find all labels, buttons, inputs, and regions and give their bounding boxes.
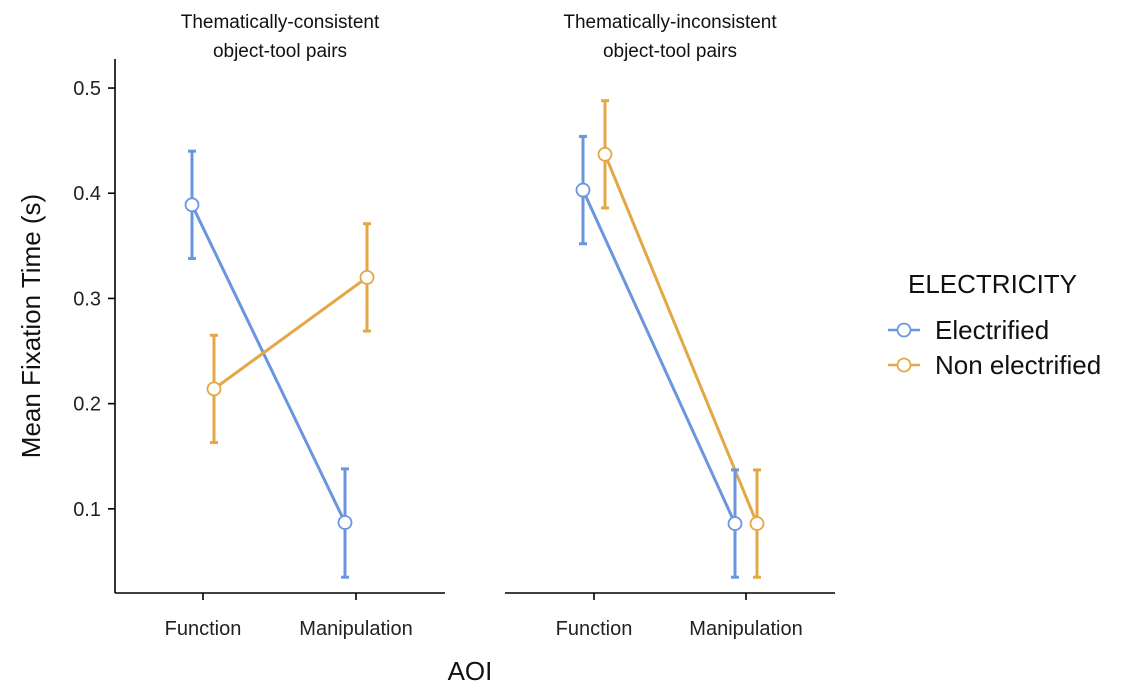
x-axis-title: AOI <box>448 656 493 686</box>
series-line <box>190 204 347 524</box>
panel-marks: Function Manipulation <box>505 99 835 640</box>
x-tick-label: Function <box>165 618 242 640</box>
legend-item: Non electrified <box>888 350 1101 380</box>
x-tick-label: Manipulation <box>299 618 412 640</box>
y-tick-label: 0.4 <box>73 183 101 205</box>
legend-key-point <box>896 322 912 338</box>
data-point <box>727 516 743 531</box>
data-point <box>359 269 375 285</box>
data-point <box>597 146 613 162</box>
legend-label: Electrified <box>935 315 1049 345</box>
series-line <box>581 189 737 525</box>
series-line <box>213 276 368 391</box>
panel-title-line-1: Thematically-inconsistent <box>563 12 777 33</box>
legend: ELECTRICITY Electrified Non electrified <box>888 269 1101 380</box>
legend-items: Electrified Non electrified <box>888 315 1101 380</box>
y-tick-label: 0.1 <box>73 499 101 521</box>
panel-title-line-2: object-tool pairs <box>213 41 347 62</box>
y-axis-title: Mean Fixation Time (s) <box>16 194 46 458</box>
panel-title-line-1: Thematically-consistent <box>181 12 380 33</box>
data-point <box>749 516 765 531</box>
data-point <box>337 515 353 530</box>
y-tick-label: 0.2 <box>73 394 101 416</box>
x-tick-label: Manipulation <box>689 618 802 640</box>
legend-item: Electrified <box>888 315 1049 345</box>
panel-consistent: Thematically-consistent object-tool pair… <box>73 12 445 640</box>
panel-title-line-2: object-tool pairs <box>603 41 737 62</box>
y-tick-label: 0.3 <box>73 288 101 310</box>
legend-label: Non electrified <box>935 350 1101 380</box>
y-tick-label: 0.5 <box>73 78 101 100</box>
series-line <box>603 153 759 525</box>
legend-title: ELECTRICITY <box>908 269 1077 299</box>
legend-key-point <box>896 357 912 373</box>
data-point <box>575 182 591 198</box>
data-point <box>206 381 222 397</box>
x-tick-label: Function <box>556 618 633 640</box>
data-point <box>184 197 200 213</box>
panel-marks: Function Manipulation 0.1 0.2 0.3 0.4 0.5 <box>73 59 445 640</box>
panel-inconsistent: Thematically-inconsistent object-tool pa… <box>505 12 835 640</box>
